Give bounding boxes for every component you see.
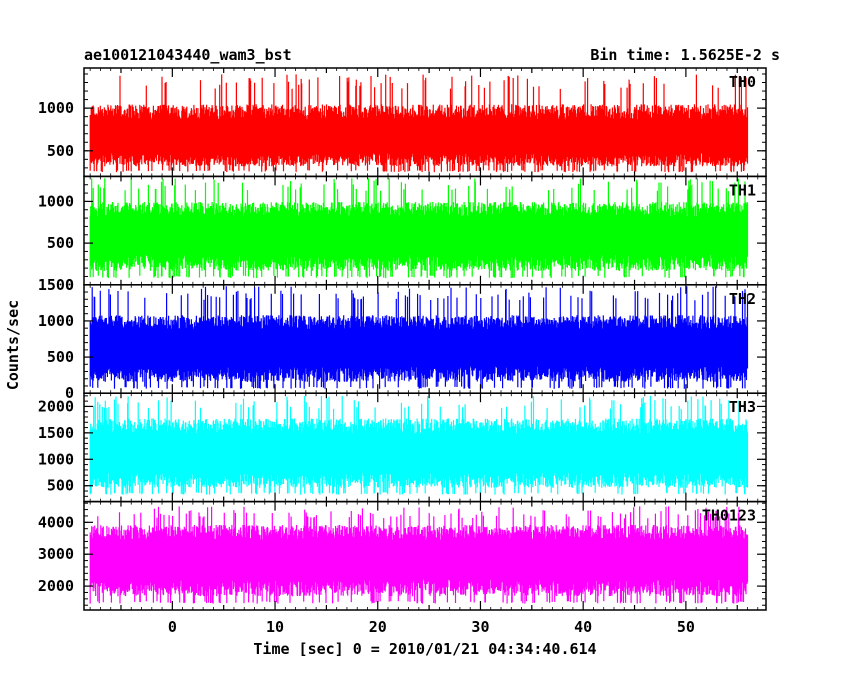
x-tick-label: 10 — [266, 618, 284, 636]
x-tick-label: 40 — [574, 618, 592, 636]
series-th2 — [89, 286, 749, 389]
y-tick-label: 500 — [47, 477, 74, 495]
x-tick-label: 50 — [677, 618, 695, 636]
panel-frame — [83, 500, 767, 611]
panel-th1: 0 500 1000 TH1 — [38, 175, 767, 294]
panel-th3: 500 1000 1500 2000 TH3 — [38, 392, 767, 503]
panel-th2: 0 500 1000 1500 TH2 — [38, 276, 767, 402]
y-tick-label: 0 — [65, 384, 74, 402]
series-th0123 — [89, 506, 749, 604]
series-th0 — [89, 74, 749, 173]
y-tick-label: 3000 — [38, 545, 74, 563]
series-th1 — [89, 178, 749, 279]
y-tick-label: 1500 — [38, 424, 74, 442]
y-tick-label: 4000 — [38, 513, 74, 531]
panel-name-label: TH0 — [729, 73, 756, 91]
x-tick-label: 0 — [168, 618, 177, 636]
panel-name-label: TH2 — [729, 290, 756, 308]
y-tick-label: 1000 — [38, 450, 74, 468]
bin-time-label: Bin time: 1.5625E-2 s — [590, 46, 780, 64]
x-axis: 0 10 20 30 40 50 — [168, 618, 695, 636]
panel-name-label: TH0123 — [702, 507, 756, 525]
x-axis-label: Time [sec] 0 = 2010/01/21 04:34:40.614 — [253, 640, 596, 658]
panel-th0: 500 1000 TH0 — [38, 67, 767, 178]
y-tick-label: 1000 — [38, 99, 74, 117]
panel-name-label: TH1 — [729, 181, 756, 199]
y-tick-label: 500 — [47, 348, 74, 366]
series-th3 — [89, 395, 749, 495]
y-tick-label: 0 — [65, 276, 74, 294]
panel-th0123: 2000 3000 4000 TH0123 — [38, 500, 767, 611]
panel-name-label: TH3 — [729, 398, 756, 416]
y-tick-label: 500 — [47, 234, 74, 252]
y-tick-label: 1000 — [38, 312, 74, 330]
y-tick-label: 500 — [47, 142, 74, 160]
panels-group: 500 1000 TH0 0 500 1000 TH1 0 500 1000 1500 TH2 500 1… — [38, 67, 767, 611]
y-tick-label: 2000 — [38, 577, 74, 595]
x-tick-label: 30 — [471, 618, 489, 636]
y-tick-label: 1500 — [38, 276, 74, 294]
x-tick-label: 20 — [369, 618, 387, 636]
y-tick-label: 2000 — [38, 397, 74, 415]
chart-title: ae100121043440_wam3_bst — [84, 46, 292, 64]
y-axis-label: Counts/sec — [4, 300, 22, 390]
y-tick-label: 1000 — [38, 192, 74, 210]
